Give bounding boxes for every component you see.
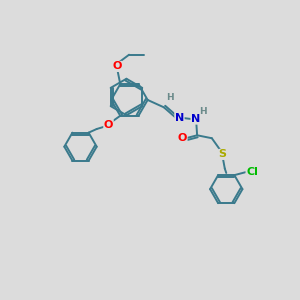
Text: H: H [200,106,207,116]
Text: N: N [175,112,184,123]
Text: S: S [219,149,227,159]
Text: Cl: Cl [246,167,258,177]
Text: O: O [104,120,113,130]
Text: O: O [178,133,187,143]
Text: O: O [112,61,122,71]
Text: N: N [191,114,200,124]
Text: H: H [166,93,174,102]
